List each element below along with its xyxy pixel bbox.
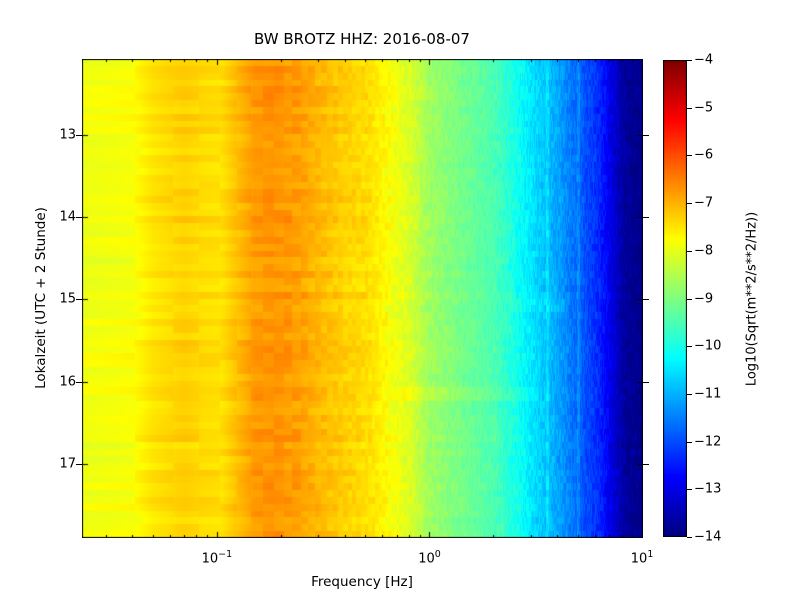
colorbar-tick-label: −6 [694,147,714,163]
y-tick-label: 16 [59,374,76,390]
y-tick [76,299,82,300]
colorbar-tick-label: −7 [694,195,714,211]
x-axis-label: Frequency [Hz] [311,574,413,590]
colorbar-tick [687,60,692,61]
colorbar-tick [687,108,692,109]
x-tick-label: 10−1 [201,549,233,567]
colorbar-tick [687,203,692,204]
y-tick-label: 17 [59,456,76,472]
y-tick-label: 15 [59,291,76,307]
y-tick [76,217,82,218]
colorbar-tick [687,489,692,490]
colorbar-tick [687,155,692,156]
colorbar-tick-label: −14 [694,529,722,545]
colorbar-tick [687,537,692,538]
y-tick [76,382,82,383]
colorbar-label: Log10(Sqrt(m**2/s**2/Hz)) [744,211,760,387]
colorbar-tick [687,299,692,300]
colorbar-tick-label: −13 [694,481,722,497]
colorbar-tick [687,251,692,252]
colorbar-tick-label: −11 [694,386,722,402]
colorbar-tick-label: −9 [694,291,714,306]
y-tick [643,135,649,136]
colorbar-tick [687,346,692,347]
y-tick-label: 13 [59,127,76,143]
colorbar-tick-label: −8 [694,243,714,259]
chart-title: BW BROTZ HHZ: 2016-08-07 [254,30,470,48]
colorbar-tick [687,394,692,395]
y-tick [76,464,82,465]
colorbar-tick-label: −12 [694,434,722,450]
y-tick [643,217,649,218]
y-tick [643,382,649,383]
x-tick-label: 101 [630,549,654,567]
y-tick [76,135,82,136]
y-tick [643,464,649,465]
x-tick-label: 100 [418,549,441,567]
colorbar-tick [687,442,692,443]
y-tick-label: 14 [59,209,76,225]
colorbar-tick-label: −5 [694,100,714,116]
y-tick [643,299,649,300]
colorbar-tick-label: −4 [694,52,714,68]
spectrogram-heatmap [82,59,643,538]
colorbar-tick-label: −10 [694,338,722,354]
colorbar [663,60,687,537]
